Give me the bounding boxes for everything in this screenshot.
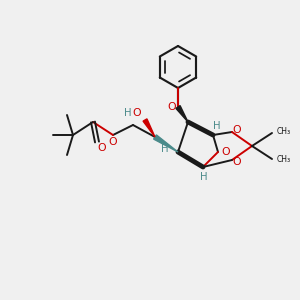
Text: CH₃: CH₃ bbox=[277, 155, 291, 164]
Text: O: O bbox=[109, 137, 117, 147]
Polygon shape bbox=[176, 106, 188, 122]
Text: O: O bbox=[133, 108, 141, 118]
Text: O: O bbox=[98, 143, 106, 153]
Text: H: H bbox=[200, 172, 208, 182]
Text: CH₃: CH₃ bbox=[277, 128, 291, 136]
Text: H: H bbox=[213, 121, 221, 131]
Text: H: H bbox=[124, 108, 132, 118]
Text: O: O bbox=[168, 102, 176, 112]
Text: O: O bbox=[233, 125, 241, 135]
Polygon shape bbox=[154, 135, 178, 152]
Text: O: O bbox=[233, 157, 241, 167]
Polygon shape bbox=[143, 119, 155, 137]
Text: H: H bbox=[161, 144, 169, 154]
Text: O: O bbox=[222, 147, 230, 157]
